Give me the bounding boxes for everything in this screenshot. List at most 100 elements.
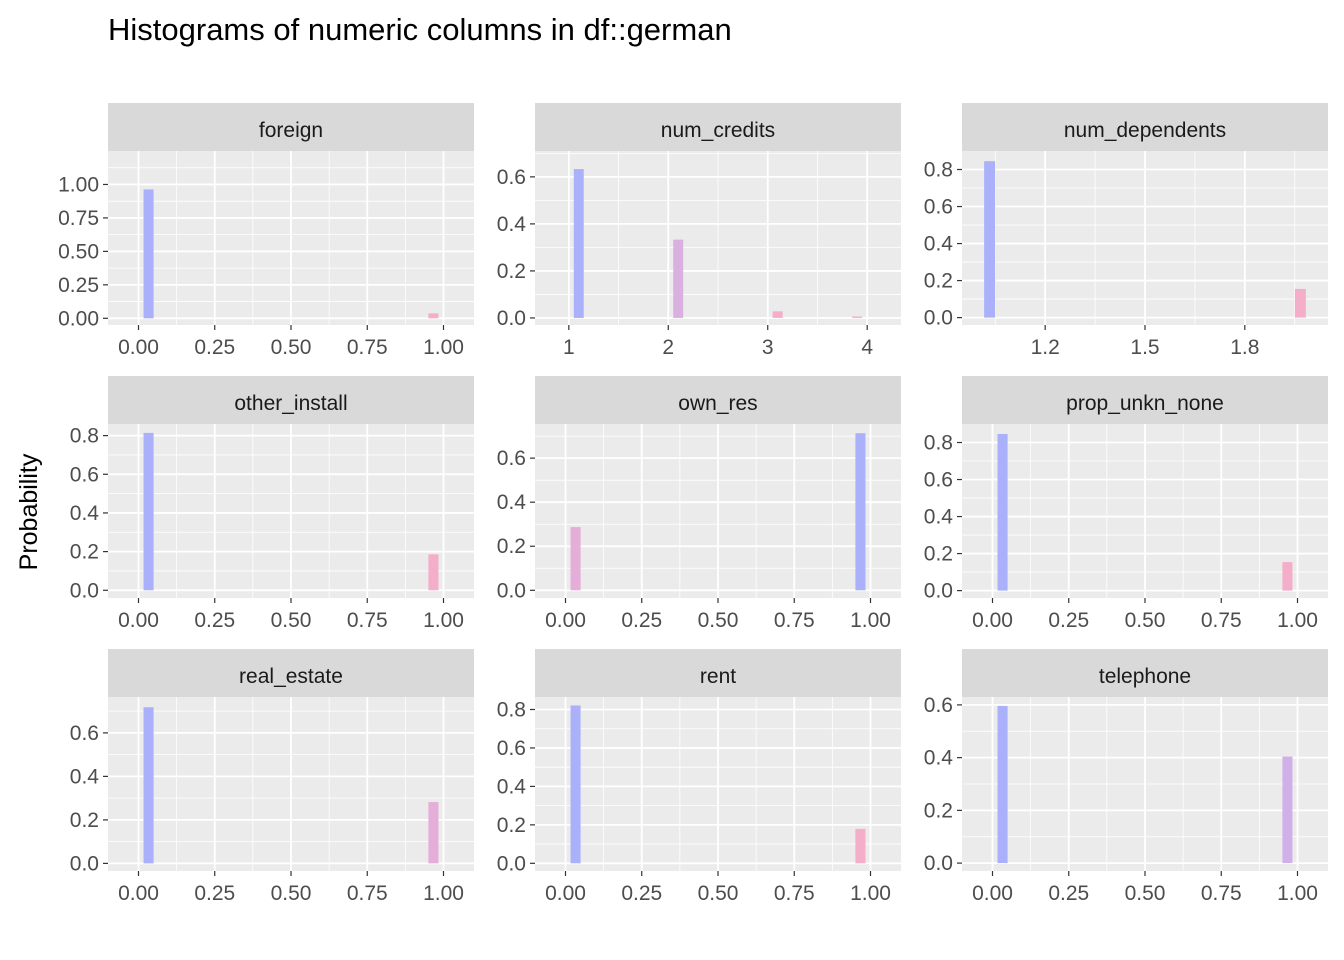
facet-strip-label: rent (700, 665, 736, 688)
facet-panel-num_credits: num_credits 1 2 3 4 0.0 0.2 0.4 0.6 (497, 103, 901, 359)
y-tick-label: 0.6 (497, 166, 526, 189)
x-tick-label: 0.75 (347, 609, 388, 632)
histogram-bar (984, 161, 996, 318)
facet-strip (535, 649, 901, 697)
x-tick-label: 1.00 (1277, 609, 1318, 632)
histogram-bar (855, 433, 866, 591)
y-tick-label: 0.2 (70, 541, 99, 564)
histogram-bar (143, 707, 154, 864)
x-tick-label: 1 (563, 336, 575, 359)
x-tick-label: 1.00 (423, 336, 464, 359)
histogram-bar (143, 432, 154, 591)
y-tick-label: 0.4 (497, 213, 527, 236)
y-tick-label: 0.0 (70, 852, 99, 875)
facet-panels: foreign 0.00 0.25 0.50 0.75 1.00 0.00 0.25 0.50 0… (58, 103, 1328, 905)
x-tick-label: 0.75 (774, 882, 815, 905)
x-tick-label: 0.00 (545, 609, 586, 632)
x-tick-label: 0.50 (1125, 882, 1166, 905)
y-tick-label: 0.6 (70, 463, 99, 486)
x-tick-label: 0.50 (698, 882, 739, 905)
histogram-bar (997, 433, 1008, 591)
y-tick-label: 0.0 (70, 579, 99, 602)
x-tick-label: 0.25 (194, 882, 235, 905)
y-tick-label: 0.2 (70, 809, 99, 832)
facet-strip (962, 649, 1328, 697)
y-tick-label: 0.4 (497, 491, 527, 514)
x-tick-label: 1.5 (1130, 336, 1159, 359)
y-tick-label: 0.4 (70, 765, 100, 788)
facet-strip-label: num_credits (661, 119, 775, 142)
x-tick-label: 0.75 (774, 609, 815, 632)
x-tick-label: 0.25 (621, 609, 662, 632)
y-tick-label: 0.2 (497, 814, 526, 837)
x-tick-label: 0.00 (545, 882, 586, 905)
facet-panel-other_install: other_install 0.00 0.25 0.50 0.75 1.00 0.0 0.2 0… (70, 376, 474, 632)
y-tick-label: 0.50 (58, 240, 99, 263)
y-tick-label: 0.4 (924, 506, 954, 529)
y-tick-label: 0.4 (497, 775, 527, 798)
facet-strip-label: foreign (259, 119, 323, 142)
histogram-bar (852, 316, 863, 318)
histogram-bar (570, 705, 581, 864)
y-tick-label: 0.25 (58, 274, 99, 297)
facet-strip (108, 649, 474, 697)
facet-panel-telephone: telephone 0.00 0.25 0.50 0.75 1.00 0.0 0.2 0.4 0.… (924, 649, 1328, 905)
y-tick-label: 0.4 (70, 502, 100, 525)
x-tick-label: 0.25 (621, 882, 662, 905)
facet-strip-label: other_install (234, 392, 347, 415)
x-tick-label: 1.00 (850, 882, 891, 905)
y-tick-label: 0.75 (58, 207, 99, 230)
y-tick-label: 0.6 (924, 694, 953, 717)
histogram-bar (1282, 756, 1293, 864)
facet-panel-prop_unkn_none: prop_unkn_none 0.00 0.25 0.50 0.75 1.00 0.0 0.2… (924, 376, 1328, 632)
x-tick-label: 0.75 (347, 336, 388, 359)
histogram-bar (997, 705, 1008, 864)
histogram-bar (855, 828, 866, 864)
y-tick-label: 0.4 (924, 233, 954, 256)
chart-title: Histograms of numeric columns in df::ger… (108, 12, 732, 47)
y-tick-label: 0.4 (924, 747, 954, 770)
facet-strip (108, 103, 474, 151)
y-tick-label: 0.0 (924, 580, 953, 603)
facet-panel-num_dependents: num_dependents 1.2 1.5 1.8 0.0 0.2 0.4 0.6 0.8 (924, 103, 1328, 359)
histogram-bar (428, 554, 439, 591)
x-tick-label: 0.00 (118, 609, 159, 632)
y-tick-label: 0.6 (497, 737, 526, 760)
y-tick-label: 0.0 (924, 307, 953, 330)
facet-strip (535, 103, 901, 151)
y-tick-label: 0.8 (924, 159, 953, 182)
x-tick-label: 3 (762, 336, 774, 359)
x-tick-label: 4 (861, 336, 873, 359)
x-tick-label: 0.75 (1201, 609, 1242, 632)
x-tick-label: 1.00 (423, 609, 464, 632)
facet-strip-label: real_estate (239, 665, 343, 688)
y-tick-label: 0.8 (497, 698, 526, 721)
x-tick-label: 0.25 (1048, 882, 1089, 905)
y-tick-label: 0.6 (924, 469, 953, 492)
y-tick-label: 0.0 (924, 852, 953, 875)
facet-strip-label: prop_unkn_none (1066, 392, 1224, 415)
y-tick-label: 0.0 (497, 579, 526, 602)
histogram-bar (772, 311, 783, 318)
y-tick-label: 0.00 (58, 307, 99, 330)
x-tick-label: 0.00 (972, 609, 1013, 632)
x-tick-label: 0.75 (347, 882, 388, 905)
x-tick-label: 0.50 (271, 336, 312, 359)
y-tick-label: 0.2 (497, 535, 526, 558)
x-tick-label: 0.25 (194, 609, 235, 632)
histogram-bar (143, 189, 154, 319)
x-tick-label: 0.50 (271, 882, 312, 905)
y-tick-label: 0.2 (497, 260, 526, 283)
x-tick-label: 0.00 (118, 882, 159, 905)
y-tick-label: 0.8 (924, 432, 953, 455)
facet-strip-label: num_dependents (1064, 119, 1226, 142)
x-tick-label: 0.00 (972, 882, 1013, 905)
y-tick-label: 0.6 (497, 447, 526, 470)
y-tick-label: 0.8 (70, 425, 99, 448)
x-tick-label: 0.25 (194, 336, 235, 359)
y-tick-label: 1.00 (58, 173, 99, 196)
facet-strip-label: telephone (1099, 665, 1191, 688)
histogram-bar (673, 239, 684, 318)
facet-strip (535, 376, 901, 424)
